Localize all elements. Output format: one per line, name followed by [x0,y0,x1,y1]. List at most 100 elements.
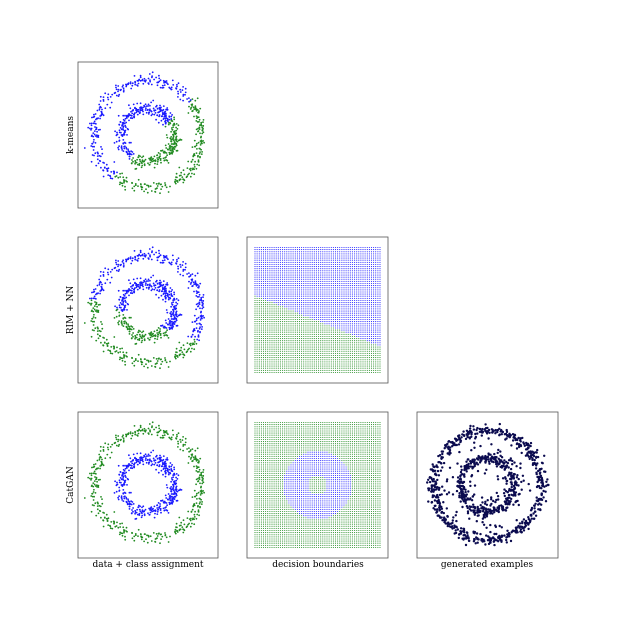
grid-point [318,274,320,276]
grid-point [313,302,315,304]
data-point [175,136,178,139]
grid-point [324,249,326,251]
grid-point [311,306,313,308]
grid-point [364,293,366,295]
grid-point [286,251,288,253]
grid-point [296,321,298,323]
grid-point [271,280,273,282]
data-point [165,115,167,118]
grid-point [313,255,315,257]
grid-point [364,306,366,308]
data-point [154,112,157,114]
grid-point [311,327,313,329]
grid-point [254,259,256,261]
grid-point [332,259,334,261]
grid-point [341,280,343,282]
grid-point [256,280,258,282]
grid-point [324,285,326,287]
grid-point [318,266,320,268]
grid-point [284,344,286,346]
grid-point [282,316,284,318]
grid-point [296,266,298,268]
grid-point [322,257,324,259]
data-point [122,179,125,181]
grid-point [284,361,286,363]
grid-point [303,365,305,367]
data-point [134,159,137,162]
grid-point [337,340,339,342]
grid-point [341,263,343,266]
grid-point [343,257,345,259]
grid-point [324,357,326,359]
grid-point [305,276,307,278]
grid-point [301,312,303,314]
grid-point [360,272,362,274]
grid-point [284,282,286,285]
grid-point [292,371,294,374]
grid-point [360,304,362,306]
data-point [179,178,182,181]
grid-point [349,371,351,374]
grid-point [324,304,326,306]
data-point [90,122,93,125]
grid-point [315,299,317,302]
grid-point [332,354,334,357]
grid-point [326,338,328,340]
grid-point [298,314,301,316]
grid-point [320,354,322,357]
data-point [192,167,194,170]
grid-point [275,310,277,312]
data-point [157,333,160,336]
grid-point [318,259,320,261]
grid-point [277,249,279,251]
grid-point [332,280,334,282]
grid-point [265,280,267,282]
grid-point [294,346,296,348]
grid-point [358,291,360,293]
data-point [193,290,195,293]
grid-point [265,359,267,361]
data-point [129,257,132,260]
grid-point [294,249,296,251]
grid-point [315,363,317,365]
grid-point [358,310,360,312]
grid-point [332,306,334,308]
grid-point [254,314,256,316]
grid-point [301,272,303,274]
data-point [120,320,123,323]
grid-point [290,259,292,261]
data-point [138,337,141,340]
grid-point [296,282,298,285]
data-point [99,95,102,98]
grid-point [307,285,309,287]
grid-point [315,280,317,282]
data-point [94,327,97,330]
grid-point [330,261,332,263]
grid-point [277,285,279,287]
data-point [161,324,164,327]
grid-point [315,268,317,270]
grid-point [258,249,260,251]
grid-point [307,299,309,302]
grid-point [364,287,366,289]
grid-point [265,257,267,259]
grid-point [362,255,364,257]
data-point [177,82,180,85]
grid-point [364,338,366,340]
data-point [195,152,198,155]
grid-point [318,314,320,316]
grid-point [320,333,322,335]
grid-point [354,340,356,342]
grid-point [309,340,311,342]
data-point [189,99,192,101]
grid-point [322,348,324,350]
grid-point [301,359,303,361]
data-point [199,282,202,285]
grid-point [366,263,368,266]
grid-point [303,249,305,251]
grid-point [320,348,322,350]
grid-point [303,257,305,259]
grid-point [349,310,351,312]
grid-point [320,246,322,249]
grid-point [347,285,349,287]
